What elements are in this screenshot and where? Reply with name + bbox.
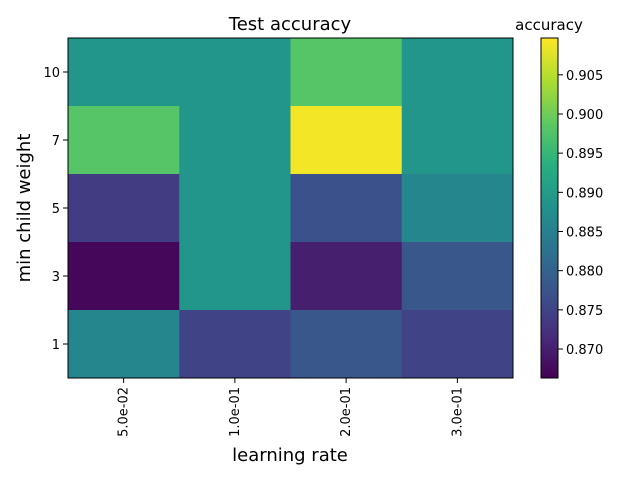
heatmap-cell: [290, 106, 403, 175]
heatmap-cell: [401, 38, 514, 107]
colorbar-tick-label: 0.900: [566, 108, 603, 123]
heatmap-cell: [401, 242, 514, 311]
chart-title: Test accuracy: [228, 14, 352, 35]
colorbar-tick-label: 0.870: [566, 343, 603, 358]
heatmap-cell: [401, 310, 514, 379]
heatmap-cell: [68, 38, 180, 107]
x-axis-label: learning rate: [232, 445, 348, 466]
heatmap-cell: [179, 106, 291, 175]
y-axis-label: min child weight: [14, 134, 35, 283]
colorbar-tick-label: 0.895: [566, 147, 603, 162]
x-tick-label: 5.0e-02: [117, 387, 132, 437]
heatmap-cell: [179, 242, 291, 311]
y-tick-label: 3: [52, 270, 60, 285]
y-tick-label: 1: [52, 338, 60, 353]
y-tick-label: 10: [43, 66, 60, 81]
heatmap-cell: [290, 310, 403, 379]
colorbar-tick-label: 0.890: [566, 186, 603, 201]
x-axis-ticks: 5.0e-02 1.0e-01 2.0e-01 3.0e-01: [117, 378, 465, 437]
heatmap-cell: [179, 38, 291, 107]
x-tick-label: 3.0e-01: [450, 387, 465, 437]
colorbar-ticks: 0.870 0.875 0.880 0.885 0.890 0.895 0.900 0.905: [558, 69, 603, 358]
colorbar-label: accuracy: [515, 16, 583, 34]
y-axis-ticks: 10 7 5 3 1: [43, 66, 68, 353]
heatmap-cells: [68, 38, 514, 379]
colorbar-tick-label: 0.885: [566, 226, 603, 241]
heatmap-cell: [68, 174, 180, 243]
colorbar-tick-label: 0.875: [566, 304, 603, 319]
heatmap-cell: [401, 174, 514, 243]
heatmap-cell: [290, 174, 403, 243]
x-tick-label: 2.0e-01: [339, 387, 354, 437]
heatmap-cell: [179, 310, 291, 379]
x-tick-label: 1.0e-01: [228, 387, 243, 437]
heatmap-cell: [68, 106, 180, 175]
heatmap-cell: [179, 174, 291, 243]
y-tick-label: 5: [52, 202, 60, 217]
heatmap-cell: [401, 106, 514, 175]
heatmap-cell: [68, 242, 180, 311]
y-tick-label: 7: [52, 134, 60, 149]
colorbar-tick-label: 0.880: [566, 265, 603, 280]
colorbar-tick-label: 0.905: [566, 69, 603, 84]
colorbar: [540, 37, 559, 379]
heatmap-cell: [68, 310, 180, 379]
heatmap-cell: [290, 242, 403, 311]
heatmap-cell: [290, 38, 403, 107]
